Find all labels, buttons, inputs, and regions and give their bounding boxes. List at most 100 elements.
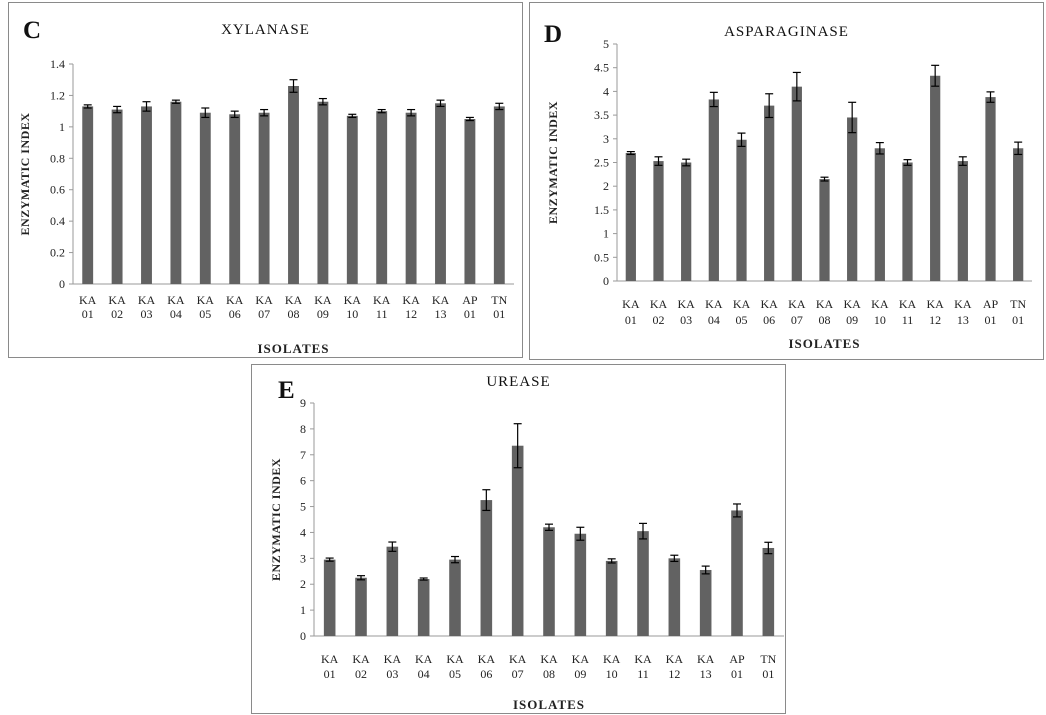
bar (699, 569, 712, 636)
x-tick-label: 04 (418, 667, 430, 681)
x-tick-label: KA (197, 293, 215, 307)
bar (288, 86, 299, 284)
x-tick-label: 12 (668, 667, 680, 681)
x-tick-label: 11 (902, 313, 914, 327)
x-tick-label: 01 (762, 667, 774, 681)
x-tick-label: TN (760, 652, 776, 666)
bar (764, 105, 775, 282)
x-tick-label: KA (79, 293, 97, 307)
panel-letter: C (23, 17, 42, 44)
bar (417, 579, 430, 636)
bar (874, 148, 885, 281)
x-tick-label: TN (1010, 297, 1026, 311)
x-tick-label: 09 (846, 313, 858, 327)
x-tick-label: KA (446, 652, 464, 666)
x-tick-label: KA (285, 293, 303, 307)
x-tick-label: TN (491, 293, 507, 307)
x-tick-label: 10 (606, 667, 618, 681)
y-tick-label: 1.4 (50, 57, 65, 71)
x-tick-label: KA (677, 297, 695, 311)
bar (317, 101, 329, 284)
x-tick-label: 13 (957, 313, 969, 327)
bar (985, 97, 996, 281)
x-tick-label: KA (926, 297, 944, 311)
x-axis-title: ISOLATES (257, 341, 329, 356)
x-tick-label: 02 (653, 313, 665, 327)
asparaginase-chart-panel: D ASPARAGINASE 0 0.5 1 1.5 2 2.5 3 3.5 4 4.5 5 KA 01… (529, 2, 1044, 360)
y-tick-label: 2 (603, 179, 609, 193)
bar (791, 86, 802, 281)
panel-letter: E (278, 377, 295, 404)
x-tick-label: 05 (736, 313, 748, 327)
bar (464, 119, 476, 284)
bar (346, 115, 358, 284)
x-tick-label: 12 (929, 313, 941, 327)
x-tick-label: 13 (700, 667, 712, 681)
x-tick-label: KA (167, 293, 185, 307)
bar (736, 139, 747, 281)
x-tick-label: 13 (435, 307, 447, 321)
y-tick-label: 3 (603, 132, 609, 146)
bar (762, 547, 775, 636)
x-tick-label: 08 (819, 313, 831, 327)
x-tick-label: 03 (141, 307, 153, 321)
chart-title: ASPARAGINASE (724, 24, 849, 40)
bar (902, 162, 913, 281)
x-tick-label: 01 (82, 307, 94, 321)
xylanase-bar-chart: 00.20.40.60.811.21.4KA01KA02KA03KA04KA05… (18, 57, 514, 356)
y-tick-label: 0 (59, 277, 65, 291)
x-tick-label: KA (402, 293, 420, 307)
bar (258, 112, 270, 284)
x-tick-label: 05 (449, 667, 461, 681)
y-tick-label: 0.4 (50, 214, 65, 228)
chart-title: XYLANASE (221, 22, 310, 38)
x-tick-label: 08 (288, 307, 300, 321)
x-tick-label: 04 (170, 307, 182, 321)
bar (82, 106, 94, 284)
y-axis-title: ENZYMATIC INDEX (18, 113, 32, 236)
bar (731, 510, 743, 636)
urease-bar-chart: 0123456789KA01KA02KA03KA04KA05KA06KA07KA… (269, 396, 784, 712)
bar (543, 527, 555, 636)
bar (111, 109, 123, 284)
x-tick-label: KA (603, 652, 621, 666)
x-axis-title: ISOLATES (513, 697, 585, 712)
x-tick-label: 07 (512, 667, 524, 681)
y-tick-label: 5 (603, 37, 609, 51)
bar (605, 560, 618, 636)
x-tick-label: 01 (985, 313, 997, 327)
y-tick-label: 6 (300, 474, 306, 488)
x-tick-label: 06 (763, 313, 775, 327)
x-tick-label: KA (384, 652, 402, 666)
y-tick-label: 1.2 (50, 88, 65, 102)
y-tick-label: 4 (603, 84, 609, 98)
bar (405, 112, 417, 284)
bar (355, 577, 367, 636)
y-tick-label: 2.5 (594, 156, 609, 170)
y-tick-label: 3.5 (594, 108, 609, 122)
bar (170, 101, 182, 284)
y-tick-label: 1 (603, 227, 609, 241)
x-tick-label: KA (733, 297, 751, 311)
y-axis-title: ENZYMATIC INDEX (546, 101, 560, 224)
x-tick-label: 07 (258, 307, 270, 321)
x-tick-label: KA (108, 293, 126, 307)
y-tick-label: 0 (300, 629, 306, 643)
x-tick-label: 02 (111, 307, 123, 321)
x-tick-label: KA (899, 297, 917, 311)
bar (708, 99, 719, 281)
y-tick-label: 8 (300, 422, 306, 436)
x-tick-label: KA (572, 652, 590, 666)
y-tick-label: 9 (300, 396, 306, 410)
bar (574, 533, 587, 636)
x-tick-label: 02 (355, 667, 367, 681)
x-tick-label: KA (373, 293, 391, 307)
x-tick-label: KA (432, 293, 450, 307)
x-tick-label: 08 (543, 667, 555, 681)
x-tick-label: 10 (874, 313, 886, 327)
x-tick-label: KA (321, 652, 339, 666)
x-tick-label: KA (666, 652, 684, 666)
y-tick-label: 7 (300, 448, 306, 462)
x-tick-label: AP (983, 297, 999, 311)
x-tick-label: KA (871, 297, 889, 311)
